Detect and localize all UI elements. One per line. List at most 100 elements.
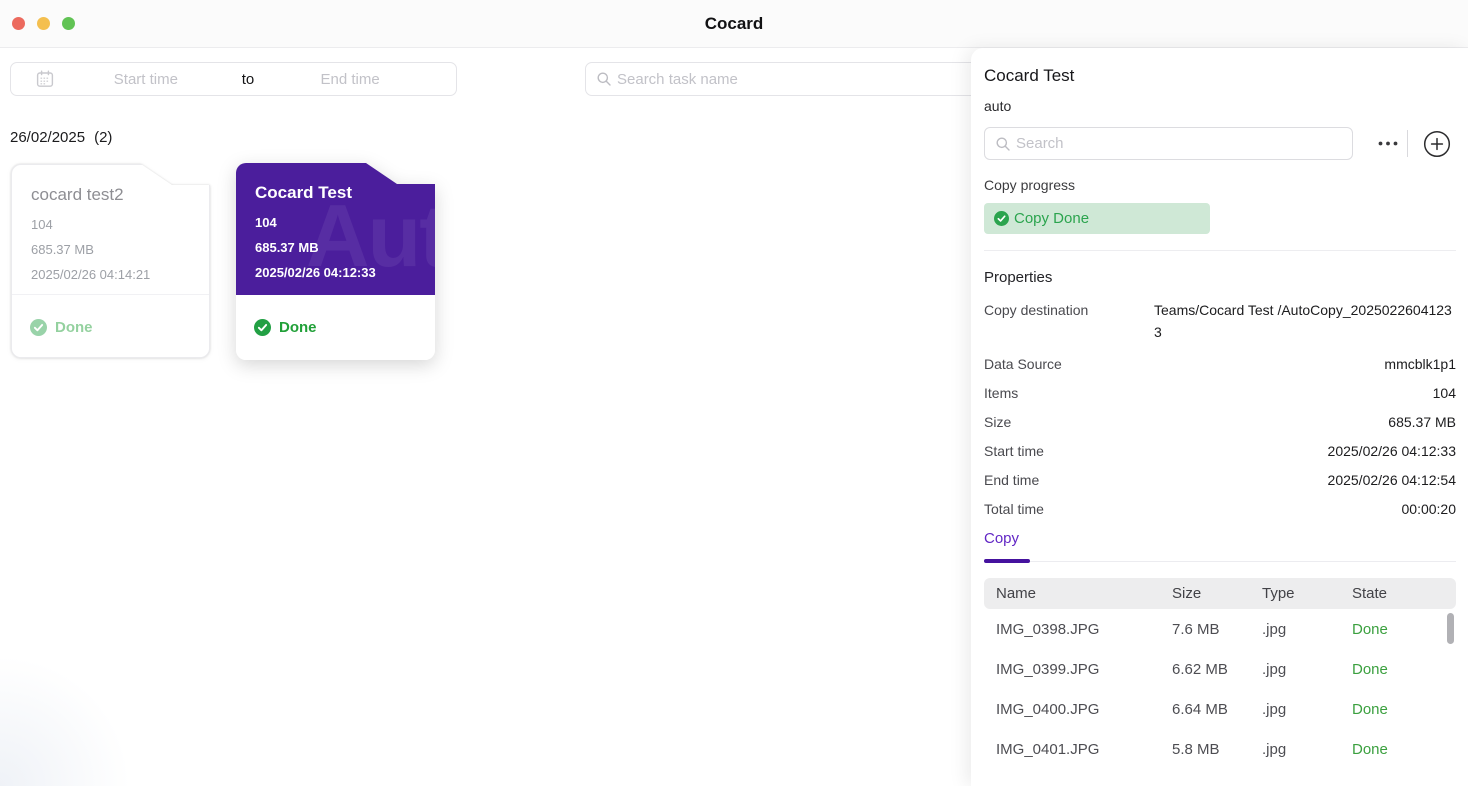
close-window-button[interactable]: [12, 17, 25, 30]
status-label: Done: [279, 319, 317, 336]
task-card-cocard-test2[interactable]: cocard test2 104 685.37 MB 2025/02/26 04…: [11, 164, 210, 358]
column-header-name: Name: [996, 585, 1037, 602]
more-options-button[interactable]: [1371, 129, 1405, 159]
table-scrollbar[interactable]: [1447, 613, 1454, 644]
plus-circle-icon: [1423, 130, 1451, 158]
file-size: 5.8 MB: [1172, 740, 1220, 758]
file-size: 6.64 MB: [1172, 700, 1228, 718]
property-value: 2025/02/26 04:12:33: [1327, 443, 1456, 459]
title-bar: Cocard: [0, 0, 1468, 48]
property-row: Copy destination Teams/Cocard Test /Auto…: [984, 302, 1456, 343]
file-state: Done: [1352, 740, 1388, 758]
file-name: IMG_0399.JPG: [996, 660, 1100, 678]
file-name: IMG_0398.JPG: [996, 620, 1100, 638]
section-divider: [984, 250, 1456, 251]
panel-title: Cocard Test: [984, 66, 1075, 85]
property-value: 2025/02/26 04:12:54: [1327, 472, 1456, 488]
window-controls: [12, 17, 75, 30]
copy-done-badge: Copy Done: [984, 203, 1210, 234]
file-state: Done: [1352, 660, 1388, 678]
zoom-window-button[interactable]: [62, 17, 75, 30]
property-value: 104: [1432, 385, 1456, 401]
panel-subtitle: auto: [984, 98, 1012, 114]
toolbar-divider: [1407, 130, 1408, 157]
copy-done-label: Copy Done: [1014, 210, 1090, 227]
card-time: 2025/02/26 04:14:21: [31, 267, 151, 282]
start-time-field[interactable]: Start time: [113, 70, 178, 88]
group-date: 26/02/2025: [10, 129, 86, 146]
add-button[interactable]: [1422, 129, 1452, 159]
status-badge: Done: [254, 319, 317, 336]
group-count: (2): [94, 129, 113, 146]
task-search-input[interactable]: [617, 70, 1004, 88]
tab-copy[interactable]: Copy: [984, 530, 1020, 547]
column-header-state: State: [1352, 585, 1388, 602]
property-label: Data Source: [984, 356, 1062, 372]
card-title: cocard test2: [31, 185, 124, 204]
card-size: 685.37 MB: [31, 242, 94, 257]
card-items: 104: [31, 217, 53, 232]
range-separator: to: [241, 70, 255, 88]
date-range-picker[interactable]: Start time to End time: [10, 62, 457, 96]
copy-progress-label: Copy progress: [984, 177, 1076, 193]
card-time: 2025/02/26 04:12:33: [255, 265, 376, 280]
property-row: Items 104: [984, 385, 1456, 401]
date-group-heading: 26/02/2025 (2): [10, 129, 112, 146]
file-type: .jpg: [1262, 660, 1287, 678]
table-row[interactable]: IMG_0398.JPG 7.6 MB .jpg Done: [984, 609, 1456, 649]
card-size: 685.37 MB: [255, 240, 319, 255]
search-icon: [596, 71, 612, 87]
property-label: Copy destination: [984, 302, 1089, 318]
file-table-header: Name Size Type State: [984, 578, 1456, 609]
detail-panel: Cocard Test auto: [971, 48, 1468, 786]
file-size: 6.62 MB: [1172, 660, 1228, 678]
property-row: Total time 00:00:20: [984, 501, 1456, 517]
property-row: Data Source mmcblk1p1: [984, 356, 1456, 372]
properties-list: Copy destination Teams/Cocard Test /Auto…: [984, 302, 1456, 517]
property-row: Start time 2025/02/26 04:12:33: [984, 443, 1456, 459]
task-card-cocard-test-selected[interactable]: Auto Cocard Test 104 685.37 MB 2025/02/2…: [236, 163, 435, 360]
table-row[interactable]: IMG_0401.JPG 5.8 MB .jpg Done: [984, 729, 1456, 769]
ellipsis-icon: [1378, 141, 1398, 146]
minimize-window-button[interactable]: [37, 17, 50, 30]
column-header-size: Size: [1172, 585, 1202, 602]
task-search-box[interactable]: [585, 62, 1015, 96]
table-row[interactable]: IMG_0400.JPG 6.64 MB .jpg Done: [984, 689, 1456, 729]
file-size: 7.6 MB: [1172, 620, 1220, 638]
file-search-box[interactable]: [984, 127, 1353, 160]
search-icon: [995, 136, 1011, 152]
status-badge: Done: [30, 318, 93, 336]
property-value: Teams/Cocard Test /AutoCopy_202502260412…: [1154, 302, 1452, 340]
file-search-input[interactable]: [1016, 135, 1342, 152]
file-type: .jpg: [1262, 740, 1287, 758]
file-table: Name Size Type State IMG_0398.JPG 7.6 MB…: [984, 578, 1456, 769]
status-label: Done: [55, 318, 93, 336]
property-label: End time: [984, 472, 1040, 488]
property-label: Size: [984, 414, 1012, 430]
property-row: Size 685.37 MB: [984, 414, 1456, 430]
file-type: .jpg: [1262, 700, 1287, 718]
file-type: .jpg: [1262, 620, 1287, 638]
check-circle-icon: [254, 319, 271, 336]
tab-active-indicator: [984, 559, 1030, 563]
check-circle-icon: [30, 318, 47, 336]
end-time-field[interactable]: End time: [320, 70, 380, 88]
property-value: mmcblk1p1: [1384, 356, 1456, 372]
card-items: 104: [255, 215, 277, 230]
property-value: 685.37 MB: [1388, 414, 1456, 430]
check-circle-icon: [994, 211, 1009, 226]
file-state: Done: [1352, 700, 1388, 718]
tab-bar: Copy: [984, 530, 1456, 563]
property-label: Total time: [984, 501, 1044, 517]
property-label: Start time: [984, 443, 1044, 459]
file-name: IMG_0401.JPG: [996, 740, 1100, 758]
window-title: Cocard: [704, 14, 764, 33]
property-label: Items: [984, 385, 1019, 401]
table-row[interactable]: IMG_0399.JPG 6.62 MB .jpg Done: [984, 649, 1456, 689]
properties-heading: Properties: [984, 269, 1053, 286]
property-row: End time 2025/02/26 04:12:54: [984, 472, 1456, 488]
file-state: Done: [1352, 620, 1388, 638]
property-value: 00:00:20: [1401, 501, 1457, 517]
file-name: IMG_0400.JPG: [996, 700, 1100, 718]
